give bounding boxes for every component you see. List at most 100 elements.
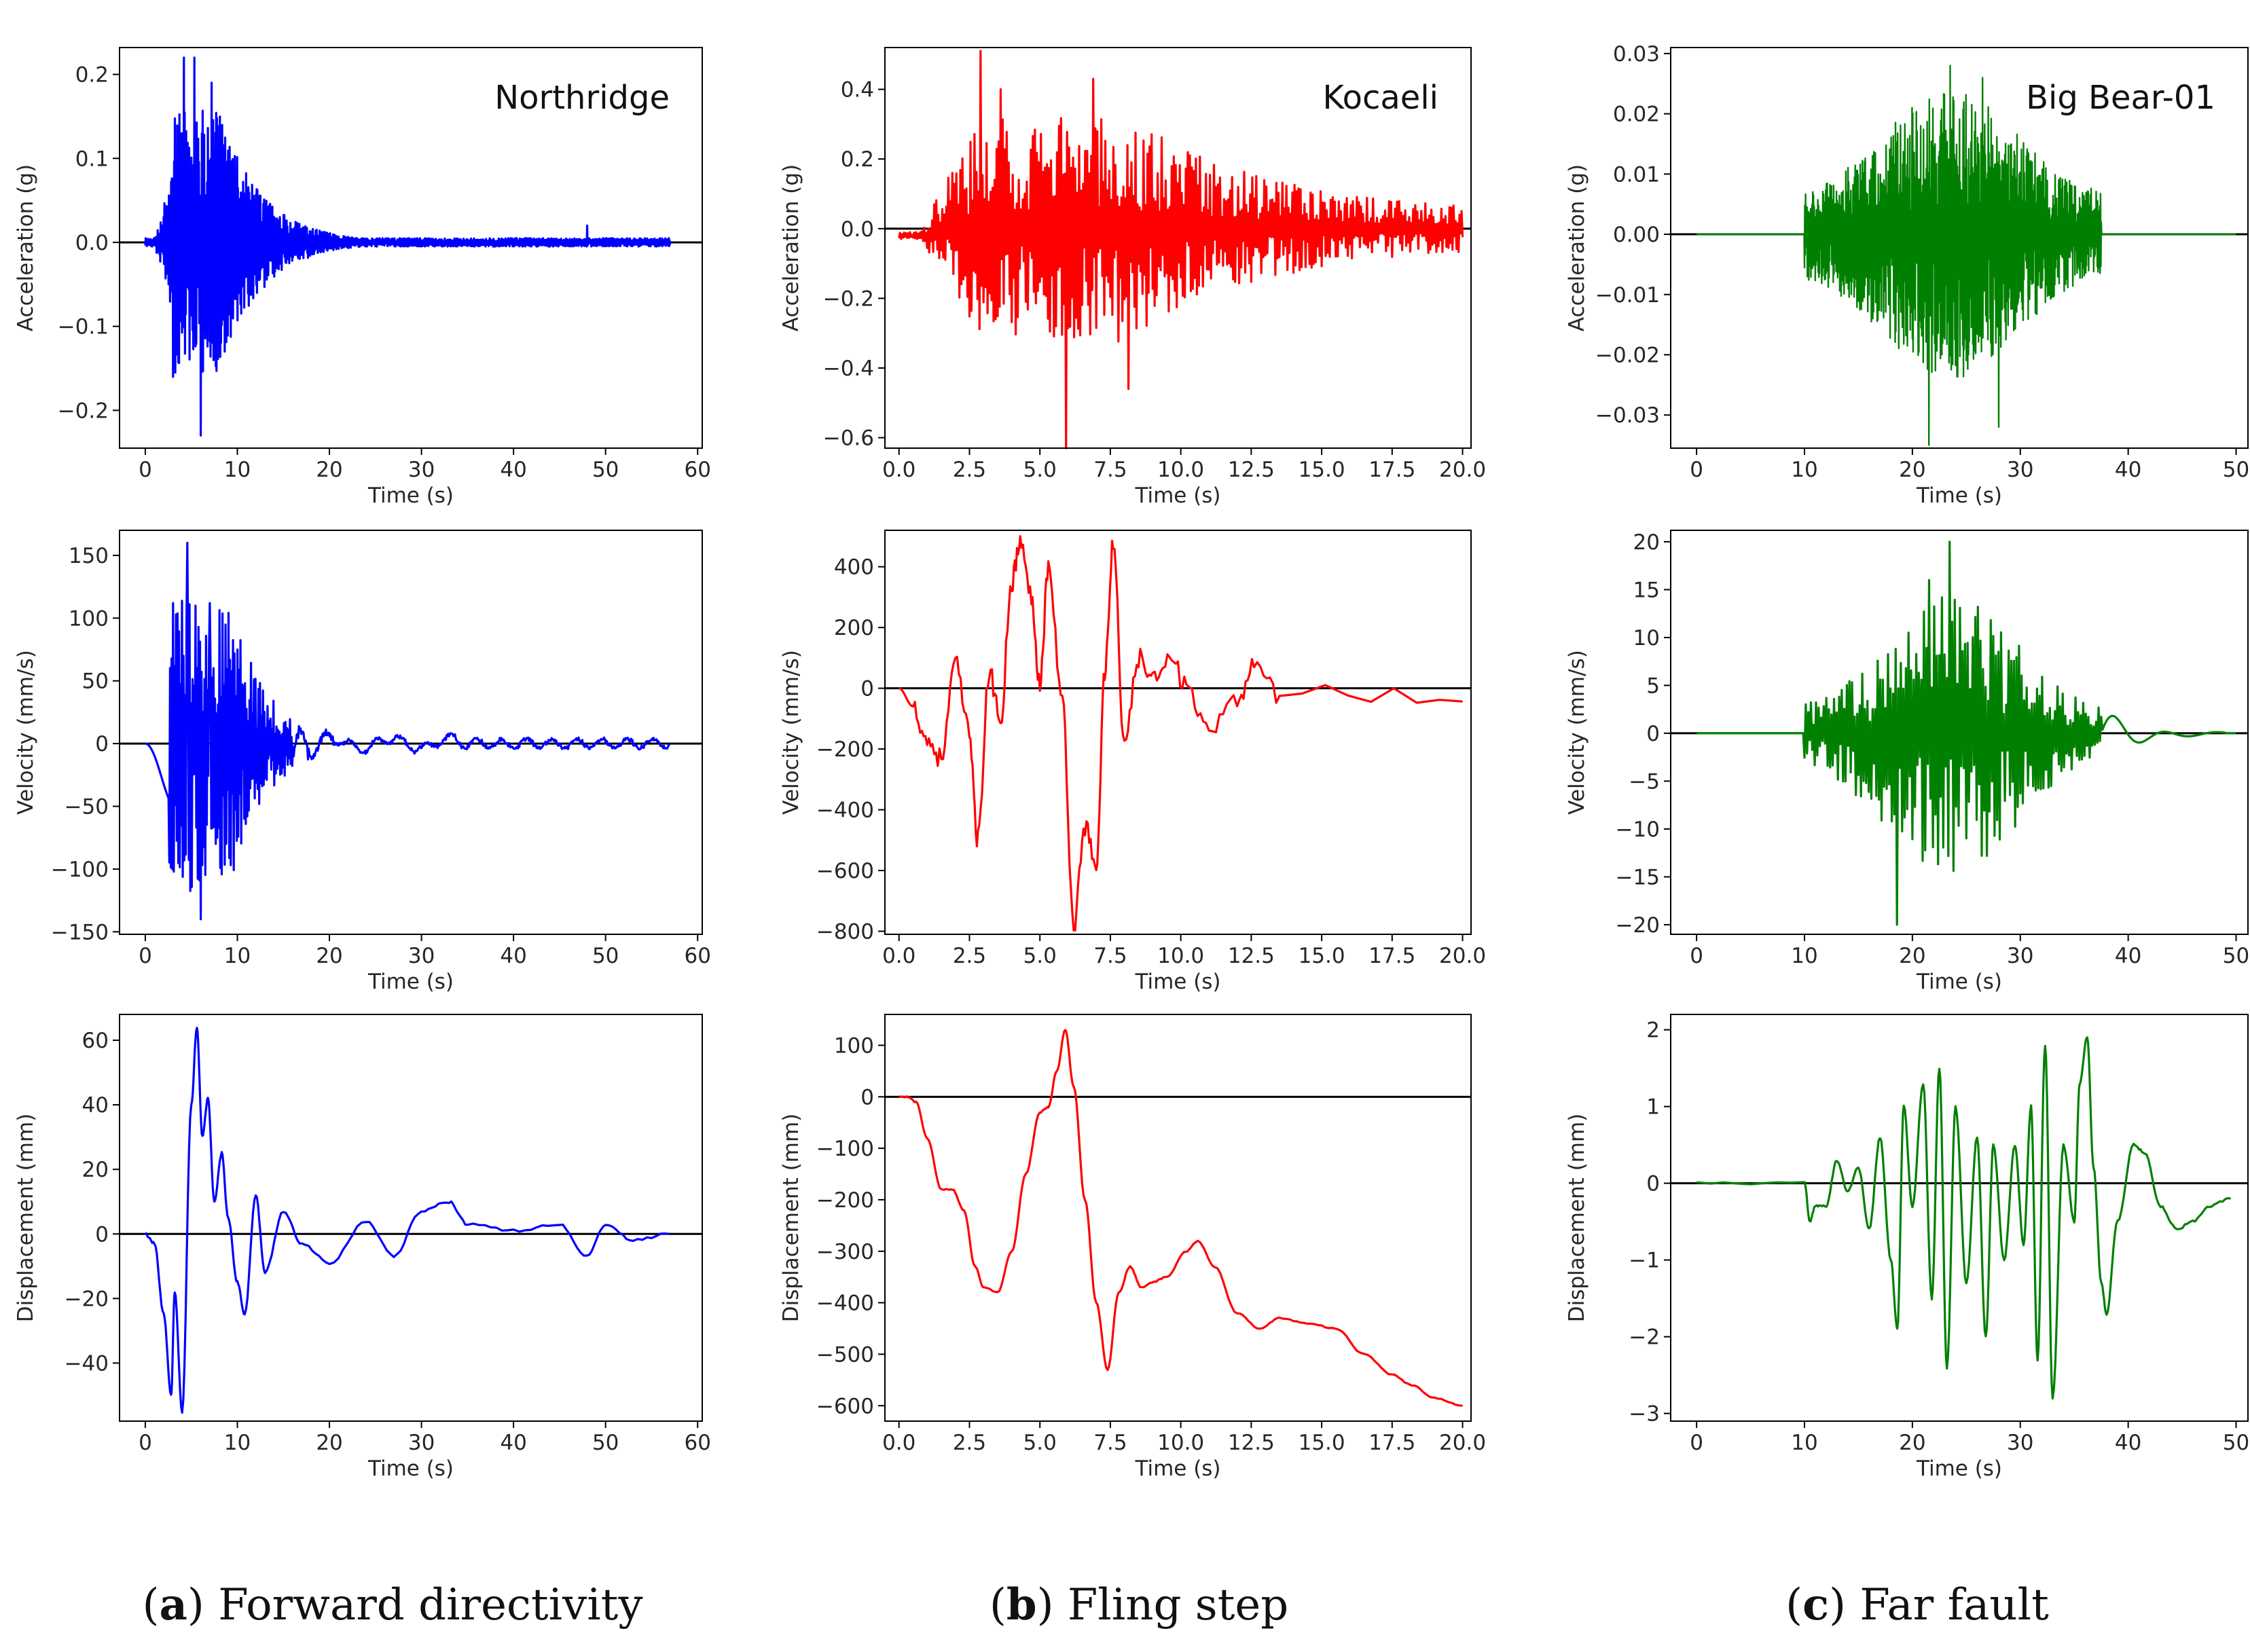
x-tick-label: 30 (2007, 1431, 2033, 1455)
y-tick-label: 20 (1633, 530, 1660, 555)
x-tick-label: 20 (316, 1431, 342, 1455)
x-tick-label: 20.0 (1439, 944, 1486, 968)
y-tick-label: 10 (1633, 626, 1660, 650)
x-axis-label: Time (s) (367, 970, 454, 994)
y-tick-label: −0.1 (58, 315, 109, 339)
x-tick-label: 20.0 (1439, 1431, 1486, 1455)
y-tick-label: −600 (816, 859, 874, 883)
y-tick-label: 0.0 (75, 231, 109, 255)
y-tick-label: 15 (1633, 578, 1660, 602)
chart-title: Northridge (494, 79, 670, 117)
plot-frame (884, 1014, 1472, 1422)
y-tick-label: 150 (69, 544, 109, 568)
plot-frame (884, 47, 1472, 449)
y-axis-label: Acceleration (g) (779, 164, 803, 331)
plot-frame (119, 530, 703, 935)
y-tick-label: −5 (1629, 769, 1660, 794)
x-tick-label: 10.0 (1157, 458, 1204, 482)
y-axis-label: Velocity (mm/s) (779, 650, 803, 815)
x-tick-label: 0.0 (882, 1431, 915, 1455)
x-axis-label: Time (s) (1916, 970, 2002, 994)
caption-b-letter: b (1006, 1579, 1037, 1630)
x-tick-label: 7.5 (1093, 458, 1127, 482)
y-tick-label: −0.2 (58, 399, 109, 423)
x-tick-label: 60 (684, 1431, 710, 1455)
x-tick-label: 50 (592, 458, 619, 482)
y-tick-label: −50 (65, 795, 109, 820)
y-tick-label: −40 (65, 1351, 109, 1376)
y-tick-label: 0 (95, 732, 109, 756)
caption-c-text: Far fault (1846, 1580, 2049, 1630)
x-tick-label: 0 (139, 944, 152, 968)
caption-b: (b) Fling step (990, 1579, 1288, 1630)
x-tick-label: 30 (408, 458, 435, 482)
x-tick-label: 20 (1899, 458, 1925, 482)
x-tick-label: 15.0 (1299, 1431, 1345, 1455)
chart-panel: 0.0 2.5 5.0 7.5 10.0 12.5 15.0 17.5 20.0 −800 −600… (779, 530, 1486, 994)
series-line (1696, 1036, 2231, 1400)
caption-b-text: Fling step (1054, 1580, 1289, 1630)
x-tick-label: 20 (1899, 1431, 1925, 1455)
plot-frame (1670, 1014, 2249, 1422)
x-axis-label: Time (s) (1134, 970, 1220, 994)
x-tick-label: 50 (2223, 944, 2249, 968)
plot-frame (884, 530, 1472, 935)
captions: (a) Forward directivity (b) Fling step (… (142, 1579, 2049, 1630)
y-tick-label: 0.2 (841, 147, 874, 172)
x-tick-label: 50 (2223, 458, 2249, 482)
caption-a-letter: a (159, 1579, 187, 1630)
y-tick-label: 0.1 (75, 147, 109, 171)
x-tick-label: 15.0 (1299, 944, 1345, 968)
y-tick-label: 400 (834, 555, 874, 580)
y-tick-label: −0.4 (823, 356, 874, 381)
y-tick-label: −400 (816, 1291, 874, 1316)
y-tick-label: 0 (860, 1085, 874, 1109)
y-tick-label: 40 (82, 1093, 109, 1118)
y-tick-label: 0 (860, 677, 874, 701)
y-tick-label: 0.01 (1613, 162, 1660, 187)
x-tick-label: 17.5 (1368, 944, 1415, 968)
chart-panel: 0 10 20 30 40 50 −3 −2 −1 0 1 2 Time (s) Displacement… (1565, 1014, 2249, 1481)
x-tick-label: 2.5 (953, 944, 986, 968)
x-tick-label: 0 (139, 1431, 152, 1455)
x-tick-label: 60 (684, 458, 710, 482)
plot-frame (1670, 530, 2249, 935)
x-tick-label: 20 (316, 944, 342, 968)
x-tick-label: 50 (2223, 1431, 2249, 1455)
chart-panel: 0 10 20 30 40 50 −0.03 −0.02 −0.01 0.00 0.01 0.02 0.… (1565, 42, 2249, 508)
y-tick-label: −20 (1616, 913, 1660, 938)
y-tick-label: 50 (82, 669, 109, 694)
x-tick-label: 30 (2007, 458, 2033, 482)
y-axis-label: Displacement (mm) (779, 1114, 803, 1323)
y-tick-label: 0.0 (841, 217, 874, 242)
y-tick-label: 0.2 (75, 63, 109, 88)
x-tick-label: 15.0 (1299, 458, 1345, 482)
x-tick-label: 12.5 (1228, 1431, 1275, 1455)
y-tick-label: −10 (1616, 818, 1660, 842)
y-tick-label: −400 (816, 799, 874, 823)
y-tick-label: −15 (1616, 865, 1660, 889)
caption-c-letter: c (1802, 1579, 1829, 1630)
y-tick-label: −0.6 (823, 426, 874, 451)
chart-title: Big Bear-01 (2026, 79, 2215, 117)
y-axis-label: Acceleration (g) (1565, 164, 1589, 331)
x-tick-label: 0.0 (882, 944, 915, 968)
y-tick-label: −300 (816, 1240, 874, 1264)
x-axis-label: Time (s) (1916, 483, 2002, 508)
x-tick-label: 10 (1791, 1431, 1817, 1455)
y-tick-label: 20 (82, 1158, 109, 1182)
y-tick-label: 0 (1646, 1172, 1660, 1196)
y-tick-label: 0.03 (1613, 42, 1660, 67)
plot-frame (119, 1014, 703, 1422)
y-axis-label: Displacement (mm) (1565, 1114, 1589, 1323)
chart-title: Kocaeli (1323, 79, 1438, 117)
plot-frame (1670, 47, 2249, 449)
y-tick-label: 2 (1646, 1018, 1660, 1043)
x-tick-label: 5.0 (1023, 458, 1057, 482)
y-tick-label: 200 (834, 616, 874, 640)
y-axis-label: Velocity (mm/s) (14, 650, 38, 815)
x-tick-label: 10 (224, 458, 251, 482)
x-tick-label: 20.0 (1439, 458, 1486, 482)
x-tick-label: 7.5 (1093, 1431, 1127, 1455)
caption-c: (c) Far fault (1785, 1579, 2049, 1630)
